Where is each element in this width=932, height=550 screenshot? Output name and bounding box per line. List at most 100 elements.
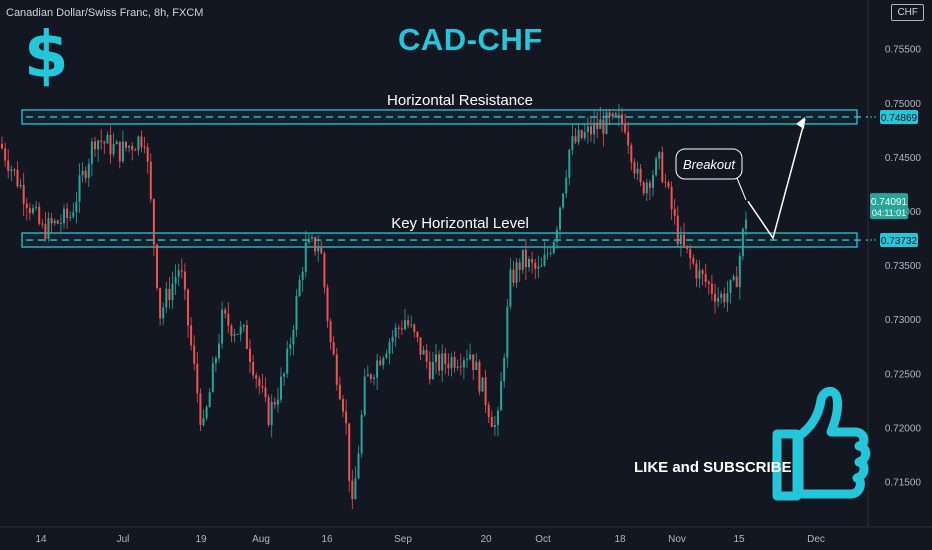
candle-body xyxy=(345,411,348,424)
candle-body xyxy=(41,223,44,225)
candle-body xyxy=(379,360,382,366)
candle-body xyxy=(304,242,307,272)
candle-body xyxy=(249,348,251,362)
candle-body xyxy=(233,333,236,336)
candle-body xyxy=(391,336,394,343)
candle-body xyxy=(25,203,28,209)
candle-body xyxy=(10,169,13,171)
price-tick-label: 0.72500 xyxy=(885,369,922,380)
candle-body xyxy=(667,182,670,187)
candle-body xyxy=(171,283,174,300)
candle-body xyxy=(624,123,627,133)
candle-body xyxy=(342,399,344,412)
candle-body xyxy=(571,136,574,150)
thumbs-up-icon xyxy=(772,387,871,501)
candle-body xyxy=(655,158,658,176)
candle-body xyxy=(664,181,667,183)
candle-body xyxy=(115,141,118,145)
candle-body xyxy=(633,162,636,174)
candle-body xyxy=(385,353,388,358)
candle-body xyxy=(357,453,360,479)
callout-pointer xyxy=(736,177,747,201)
candle-body xyxy=(187,289,189,326)
candle-body xyxy=(670,186,673,210)
candle-body xyxy=(509,269,512,307)
candle-body xyxy=(683,234,685,246)
candle-body xyxy=(128,145,131,148)
candle-body xyxy=(645,182,648,194)
time-tick-label: 18 xyxy=(614,534,626,545)
candle-body xyxy=(397,327,400,329)
candle-body xyxy=(22,184,25,204)
candle-body xyxy=(698,270,701,279)
candle-body xyxy=(125,141,127,148)
candle-body xyxy=(72,212,75,217)
candle-body xyxy=(490,416,493,427)
level-zones: Horizontal Resistance Key Horizontal Leve… xyxy=(21,92,868,248)
candle-body xyxy=(478,361,481,392)
level-price-value: 0.73732 xyxy=(881,236,918,247)
candle-body xyxy=(276,399,279,405)
candle-body xyxy=(137,136,140,151)
candle-body xyxy=(608,112,611,117)
candle-body xyxy=(745,219,747,229)
candle-body xyxy=(481,377,484,392)
candle-body xyxy=(47,218,50,239)
candle-body xyxy=(428,361,431,380)
candle-body xyxy=(162,307,165,319)
candle-body xyxy=(183,271,186,290)
candle-body xyxy=(218,343,220,359)
candle-body xyxy=(459,366,462,368)
candle-body xyxy=(245,325,248,349)
candle-body xyxy=(190,325,193,346)
candle-body xyxy=(66,208,69,218)
candle-body xyxy=(75,201,78,213)
time-tick-label: Jul xyxy=(117,534,130,545)
candle-body xyxy=(503,357,506,382)
candle-body xyxy=(528,258,530,268)
candle-body xyxy=(497,410,499,426)
candle-body xyxy=(301,271,304,280)
candle-body xyxy=(586,126,589,133)
candle-body xyxy=(422,350,425,355)
candle-body xyxy=(518,262,521,270)
candle-body xyxy=(373,377,375,380)
candle-body xyxy=(143,146,146,148)
candle-body xyxy=(689,248,692,259)
candle-body xyxy=(583,132,586,139)
candle-body xyxy=(1,143,3,149)
candle-body xyxy=(32,207,34,213)
candle-body xyxy=(97,140,100,150)
candle-body xyxy=(456,366,459,368)
currency-badge[interactable]: CHF xyxy=(891,4,924,21)
candle-body xyxy=(419,337,422,355)
candle-body xyxy=(500,381,503,411)
candle-body xyxy=(227,313,230,326)
candle-body xyxy=(28,208,31,213)
candle-body xyxy=(676,215,679,245)
candle-body xyxy=(388,342,391,354)
candle-body xyxy=(159,288,162,319)
grid-lines xyxy=(0,0,932,528)
candle-body xyxy=(180,270,183,272)
candle-body xyxy=(348,423,351,481)
candle-body xyxy=(35,206,38,208)
candle-body xyxy=(704,274,707,282)
candle-body xyxy=(258,378,261,387)
candle-body xyxy=(280,376,282,400)
candle-body xyxy=(13,169,16,171)
price-axis[interactable]: 0.755000.750000.745000.740000.735000.730… xyxy=(870,45,921,489)
time-axis[interactable]: 14 Jul 19 Aug 16 Sep 20 Oct 18 Nov 15 Dec xyxy=(35,534,824,545)
candle-body xyxy=(366,374,369,377)
price-tick-label: 0.74500 xyxy=(885,153,922,164)
candle-body xyxy=(425,350,428,362)
candle-body xyxy=(292,330,295,345)
candle-body xyxy=(441,353,444,371)
candle-body xyxy=(732,276,735,280)
candle-body xyxy=(652,175,654,188)
candle-body xyxy=(211,363,214,393)
candle-body xyxy=(621,114,623,124)
time-tick-label: 14 xyxy=(35,534,47,545)
candle-body xyxy=(596,122,599,129)
